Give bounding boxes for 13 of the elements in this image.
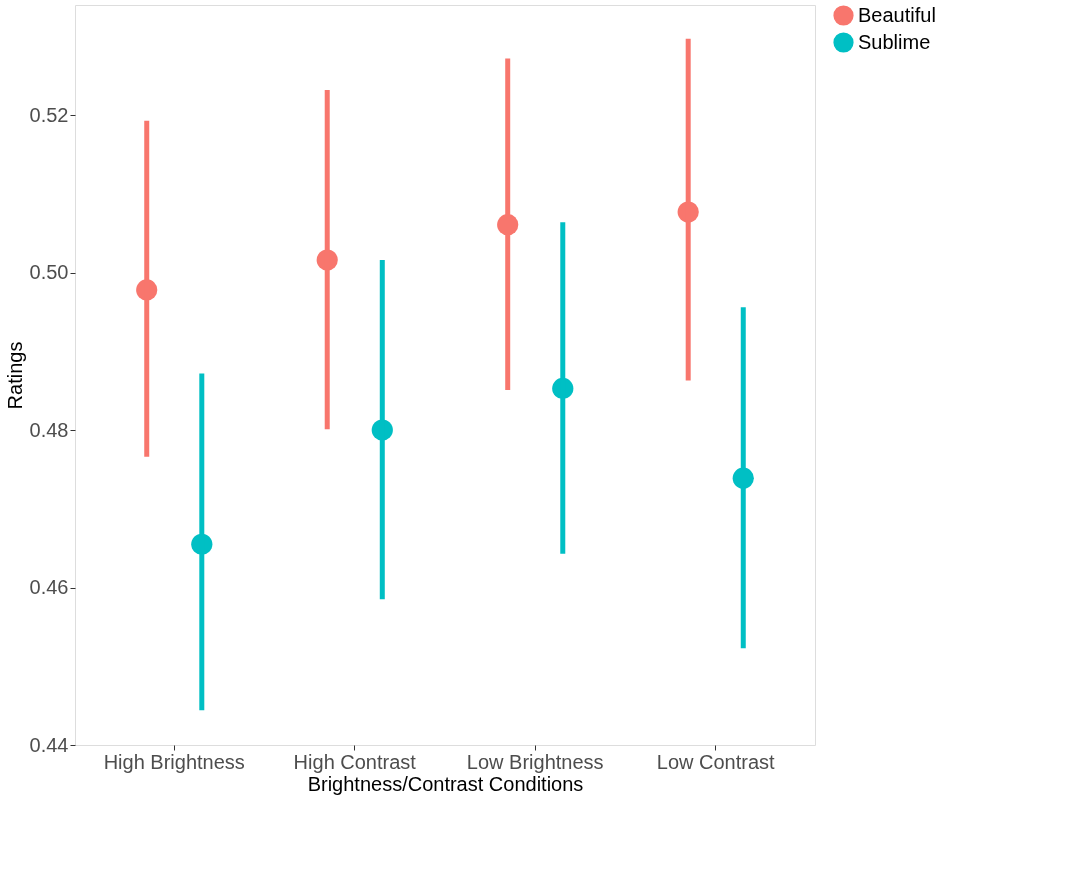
y-tick-label: 0.50: [29, 261, 69, 284]
x-axis-title: Brightness/Contrast Conditions: [307, 772, 584, 795]
y-tick-label: 0.52: [29, 103, 69, 126]
x-tick-label: High Brightness: [103, 750, 245, 773]
x-tick-label: High Contrast: [293, 750, 417, 773]
x-tick-label: Low Contrast: [656, 750, 776, 773]
y-tick-label: 0.46: [29, 576, 69, 599]
y-axis-title: Ratings: [3, 341, 26, 410]
y-tick-label: 0.44: [29, 733, 69, 756]
x-tick-label: Low Brightness: [466, 750, 604, 773]
legend-label: Beautiful: [858, 3, 936, 26]
y-tick-label: 0.48: [29, 418, 69, 441]
legend-label: Sublime: [858, 30, 931, 53]
